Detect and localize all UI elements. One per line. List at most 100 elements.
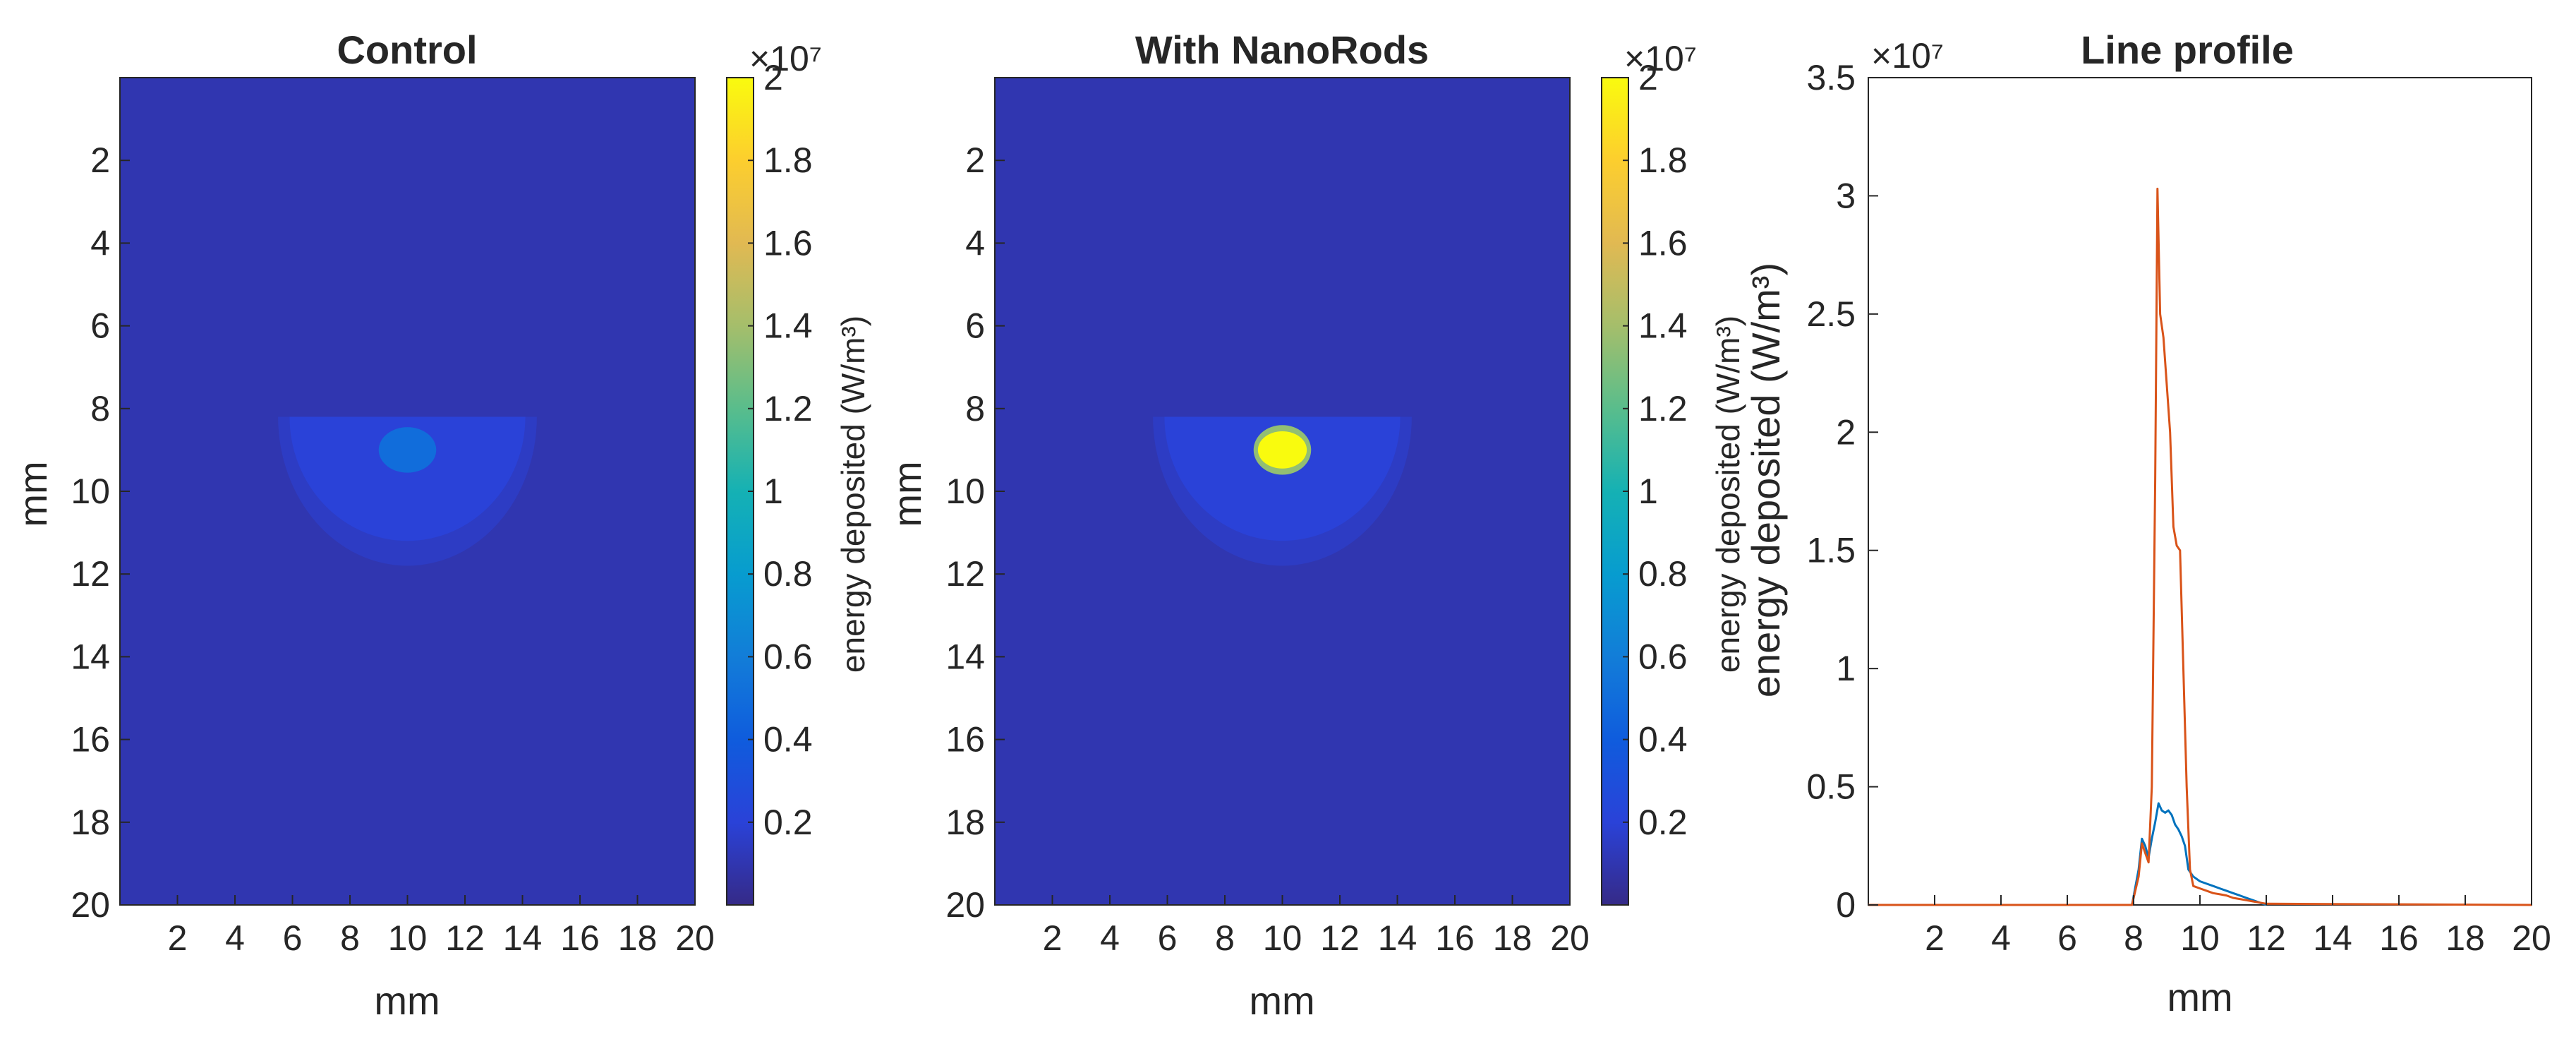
y-tick-label: 10 bbox=[945, 472, 985, 511]
x-tick-label: 4 bbox=[225, 918, 245, 958]
x-tick-label: 16 bbox=[2379, 918, 2419, 958]
y-tick-label: 1.5 bbox=[1806, 531, 1856, 570]
x-tick-label: 12 bbox=[445, 918, 485, 958]
colorbar-tick-label: 1.2 bbox=[763, 389, 813, 428]
x-tick-label: 8 bbox=[1215, 918, 1235, 958]
y-tick-label: 8 bbox=[90, 389, 110, 428]
x-tick-label: 12 bbox=[1320, 918, 1360, 958]
x-tick-label: 10 bbox=[388, 918, 428, 958]
y-exponent-line-profile: ×10⁷ bbox=[1871, 36, 1944, 76]
series-line-1 bbox=[1868, 187, 2532, 906]
y-tick-label: 0 bbox=[1836, 885, 1856, 925]
y-tick-label: 1 bbox=[1836, 649, 1856, 688]
colorbar-tick-label: 1.6 bbox=[763, 223, 813, 263]
x-tick-label: 10 bbox=[2180, 918, 2220, 958]
x-tick-label: 6 bbox=[1158, 918, 1178, 958]
y-tick-label: 14 bbox=[945, 637, 985, 676]
x-ticks-nanorods: 2 4 6 8 10 12 14 16 18 20 bbox=[1043, 895, 1590, 958]
x-tick-label: 14 bbox=[1378, 918, 1417, 958]
x-tick-label: 4 bbox=[1991, 918, 2011, 958]
plot-area-control bbox=[119, 77, 696, 906]
xlabel-line-profile: mm bbox=[2167, 975, 2232, 1019]
colorbar-tick-label: 0.8 bbox=[763, 554, 813, 594]
x-tick-label: 4 bbox=[1100, 918, 1120, 958]
x-tick-label: 6 bbox=[2057, 918, 2077, 958]
colorbar-tick-label: 1.4 bbox=[763, 306, 813, 346]
heatmap-control: Control 2 4 6 8 10 12 14 16 18 20 246810121416182… bbox=[11, 28, 871, 1023]
heatmap-feature-core-ellipse bbox=[1257, 431, 1307, 469]
y-tick-label: 16 bbox=[945, 720, 985, 760]
y-tick-label: 12 bbox=[71, 554, 110, 594]
colorbar-tick-label: 0.4 bbox=[1638, 720, 1688, 760]
x-tick-label: 12 bbox=[2247, 918, 2286, 958]
y-tick-label: 20 bbox=[71, 885, 110, 925]
x-tick-label: 16 bbox=[1435, 918, 1475, 958]
colorbar-exponent-control: ×10⁷ bbox=[749, 39, 822, 78]
colorbar-tick-label: 1.8 bbox=[763, 140, 813, 180]
ylabel-control: mm bbox=[11, 461, 55, 527]
y-ticks-nanorods: 2 4 6 8 10 12 14 16 18 20 bbox=[945, 140, 1005, 925]
colorbar-label-control: energy deposited (W/m³) bbox=[835, 316, 871, 673]
y-tick-label: 12 bbox=[945, 554, 985, 594]
colorbar-tick-label: 1.6 bbox=[1638, 223, 1688, 263]
x-tick-label: 8 bbox=[340, 918, 360, 958]
y-tick-label: 3.5 bbox=[1806, 58, 1856, 97]
heatmap-feature-core-ellipse bbox=[378, 427, 437, 473]
colorbar-tick-label: 1.8 bbox=[1638, 140, 1688, 180]
x-tick-label: 2 bbox=[168, 918, 188, 958]
title-line-profile: Line profile bbox=[2081, 28, 2294, 72]
x-tick-label: 14 bbox=[503, 918, 543, 958]
line-profile: Line profile 2 4 6 8 10 12 14 16 18 20 00.511.522… bbox=[1806, 28, 2551, 1019]
colorbar-tick-label: 0.6 bbox=[1638, 637, 1688, 676]
line-axes-box bbox=[1868, 77, 2532, 906]
y-tick-label: 18 bbox=[945, 803, 985, 842]
x-tick-label: 18 bbox=[2445, 918, 2485, 958]
x-ticks-line-profile: 2 4 6 8 10 12 14 16 18 20 bbox=[1925, 895, 2551, 958]
x-tick-label: 6 bbox=[283, 918, 303, 958]
y-tick-label: 18 bbox=[71, 803, 110, 842]
y-tick-label: 4 bbox=[90, 223, 110, 263]
x-tick-label: 16 bbox=[560, 918, 600, 958]
y-ticks-line-profile: 0 0.5 1 1.5 2 2.5 3 3.5 bbox=[1806, 58, 1878, 925]
colorbar-tick-label: 1.4 bbox=[1638, 306, 1688, 346]
colorbar-tick-label: 0.2 bbox=[763, 803, 813, 842]
heatmap-nanorods: With NanoRods 2 4 6 8 10 12 14 16 18 20 246810121… bbox=[885, 28, 1788, 1023]
y-tick-label: 3 bbox=[1836, 176, 1856, 215]
x-tick-label: 18 bbox=[1493, 918, 1532, 958]
y-tick-label: 6 bbox=[90, 306, 110, 346]
colorbar-control: 0.2 0.4 0.6 0.8 1 1.2 1.4 1.6 1.8 2 bbox=[726, 58, 813, 906]
xlabel-control: mm bbox=[374, 978, 440, 1023]
y-tick-label: 4 bbox=[965, 223, 985, 263]
title-control: Control bbox=[337, 28, 477, 72]
x-tick-label: 18 bbox=[618, 918, 658, 958]
colorbar-tick-label: 2 bbox=[763, 58, 783, 97]
colorbar-label-nanorods: energy deposited (W/m³) bbox=[1710, 316, 1746, 673]
x-tick-label: 14 bbox=[2313, 918, 2352, 958]
colorbar-tick-label: 0.2 bbox=[1638, 803, 1688, 842]
colorbar-label-overlay-nanorods: energy deposited (W/m³) bbox=[1743, 263, 1788, 697]
colorbar-tick-label: 1 bbox=[1638, 472, 1658, 511]
x-tick-label: 8 bbox=[2124, 918, 2143, 958]
y-tick-label: 10 bbox=[71, 472, 110, 511]
y-tick-label: 2 bbox=[1836, 412, 1856, 452]
y-tick-label: 16 bbox=[71, 720, 110, 760]
x-tick-label: 2 bbox=[1043, 918, 1063, 958]
y-tick-label: 8 bbox=[965, 389, 985, 428]
xlabel-nanorods: mm bbox=[1249, 978, 1314, 1023]
plot-area-nanorods bbox=[994, 77, 1571, 906]
y-tick-label: 0.5 bbox=[1806, 767, 1856, 807]
y-ticks-control: 2 4 6 8 10 12 14 16 18 20 bbox=[71, 140, 130, 925]
y-tick-label: 2 bbox=[965, 140, 985, 180]
colorbar-exponent-nanorods: ×10⁷ bbox=[1624, 39, 1697, 78]
x-ticks-control: 2 4 6 8 10 12 14 16 18 20 bbox=[168, 895, 715, 958]
x-tick-label: 10 bbox=[1263, 918, 1302, 958]
heatmap-feature-half-disc bbox=[289, 416, 526, 541]
y-tick-label: 2 bbox=[90, 140, 110, 180]
colorbar-tick-label: 0.6 bbox=[763, 637, 813, 676]
y-tick-label: 14 bbox=[71, 637, 110, 676]
ylabel-nanorods: mm bbox=[885, 461, 929, 527]
title-nanorods: With NanoRods bbox=[1135, 28, 1429, 72]
x-tick-label: 20 bbox=[675, 918, 715, 958]
colorbar-tick-label: 1 bbox=[763, 472, 783, 511]
